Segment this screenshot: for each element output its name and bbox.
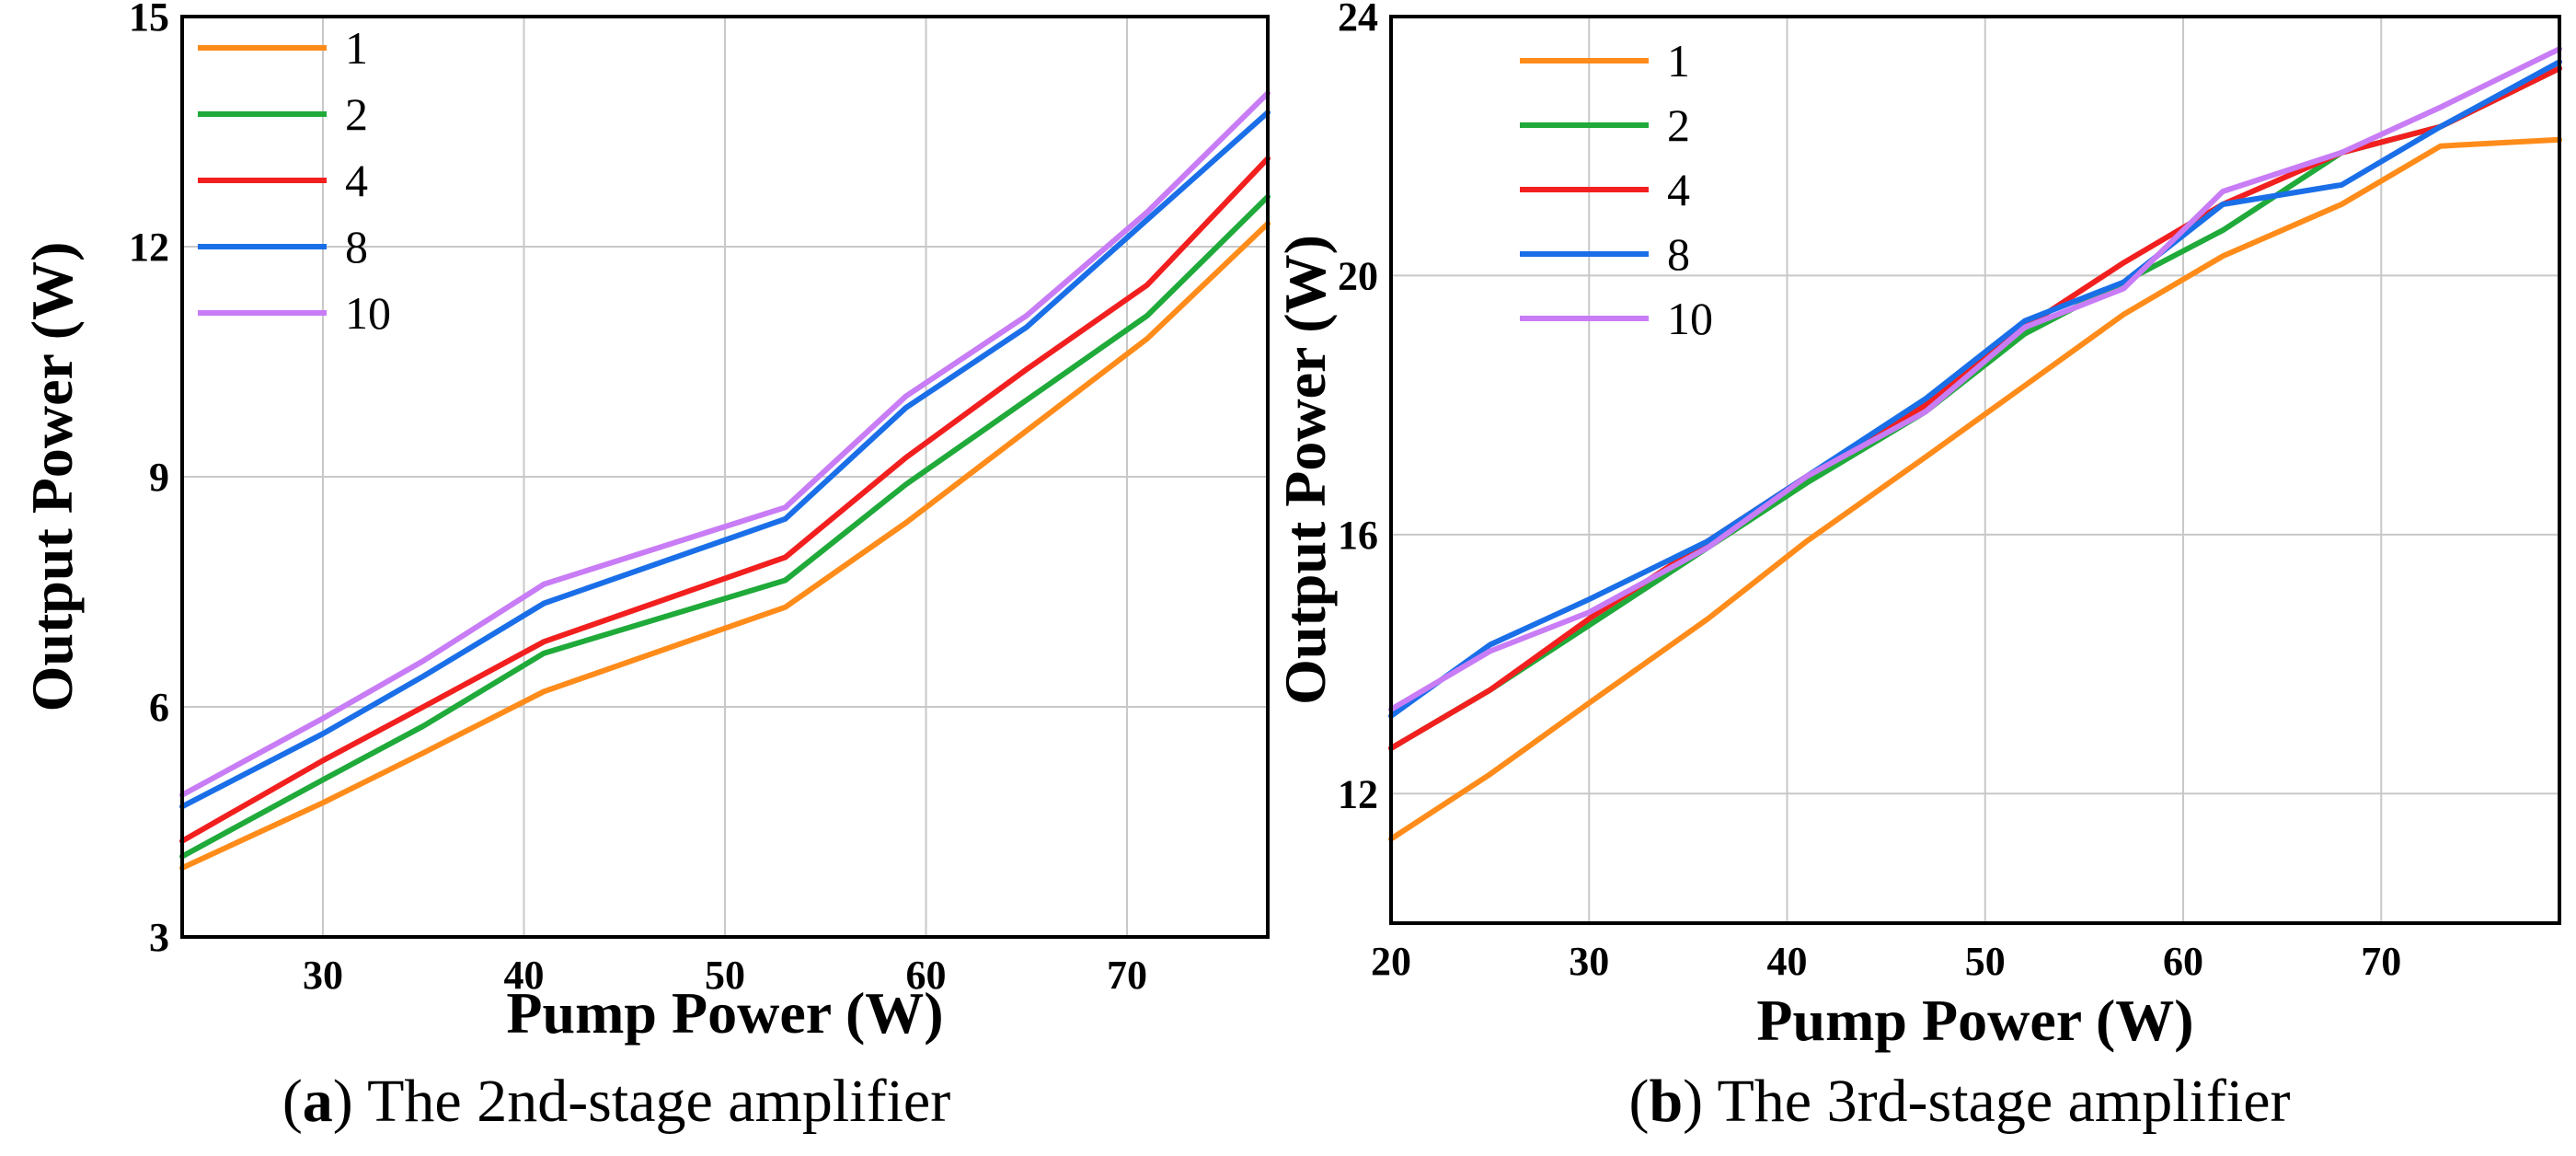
panel-b-legend-label-4: 4	[1667, 164, 1690, 215]
panel-b-series-line-10	[1388, 46, 2562, 712]
panel-a-letter: a	[303, 1068, 333, 1135]
panel-b-ytick-label-3: 24	[1338, 0, 1378, 40]
panel-b-xtick-label-4: 60	[2163, 939, 2203, 984]
panel-b-x-axis-label: Pump Power (W)	[1756, 988, 2193, 1053]
panel-b-xtick-label-1: 30	[1569, 939, 1609, 984]
panel-a-xtick-label-0: 30	[303, 953, 343, 998]
panel-a-series-line-2	[179, 193, 1271, 860]
panel-a-series-line-8	[179, 110, 1271, 810]
panel-b-legend-label-8: 8	[1667, 228, 1690, 280]
panel-a-ytick-label-4: 15	[129, 0, 169, 40]
panel-a-ytick-label-2: 9	[149, 455, 169, 500]
panel-a-ytick-label-3: 12	[129, 225, 169, 270]
panel-b-xtick-label-0: 20	[1371, 939, 1411, 984]
panel-b-legend: 1 2 4 8 10	[1520, 35, 1713, 344]
panel-a-caption: (a) The 2nd-stage amplifier	[282, 1068, 950, 1135]
panel-a-plot-frame	[180, 15, 1270, 939]
panel-b-ytick-label-0: 12	[1338, 771, 1378, 816]
panel-a-caption-text: The 2nd-stage amplifier	[367, 1068, 950, 1135]
panel-a-ytick-label-0: 3	[149, 915, 169, 960]
panel-a-legend-label-8: 8	[345, 221, 368, 272]
panel-a-legend-label-2: 2	[345, 88, 368, 140]
panel-b-caption-text: The 3rd-stage amplifier	[1717, 1068, 2290, 1135]
panel-b-xtick-label-3: 50	[1965, 939, 2006, 984]
panel-a-ytick-label-1: 6	[149, 685, 169, 730]
panel-a-xtick-label-3: 60	[906, 953, 947, 998]
panel-b-series-line-4	[1388, 65, 2562, 751]
panel-a-xtick-label-1: 40	[503, 953, 544, 998]
panel-a-legend-label-4: 4	[345, 155, 368, 206]
panel-b-series-line-1	[1388, 136, 2562, 842]
panel-a-series-line-10	[179, 90, 1271, 798]
panel-a-legend-label-1: 1	[345, 22, 368, 74]
panel-a-y-axis-label: Output Power (W)	[19, 242, 85, 712]
panel-b-legend-label-1: 1	[1667, 35, 1690, 87]
panel-a-legend-label-10: 10	[345, 287, 391, 339]
panel-a-xtick-label-4: 70	[1107, 953, 1147, 998]
panel-b-legend-label-2: 2	[1667, 99, 1690, 151]
panel-b-plot-frame	[1389, 15, 2561, 925]
panel-a-x-axis-label: Pump Power (W)	[506, 980, 943, 1046]
panel-b-legend-label-10: 10	[1667, 293, 1713, 344]
panel-b-series-line-2	[1388, 65, 2562, 751]
panel-b-caption: (b) The 3rd-stage amplifier	[1628, 1068, 2290, 1135]
panel-b-letter: b	[1649, 1068, 1683, 1135]
panel-b-series-line-8	[1388, 59, 2562, 719]
panel-b-xtick-label-5: 70	[2361, 939, 2401, 984]
panel-b-y-axis-label: Output Power (W)	[1272, 235, 1338, 705]
panel-a-xtick-label-2: 50	[705, 953, 745, 998]
panel-a-series-line-1	[179, 221, 1271, 871]
panel-a-legend: 1 2 4 8 10	[198, 22, 391, 339]
panel-b-xtick-label-2: 40	[1767, 939, 1808, 984]
panel-b-ytick-label-2: 20	[1338, 253, 1378, 298]
panel-b-ytick-label-1: 16	[1338, 513, 1378, 558]
panel-a-series-line-4	[179, 156, 1271, 844]
